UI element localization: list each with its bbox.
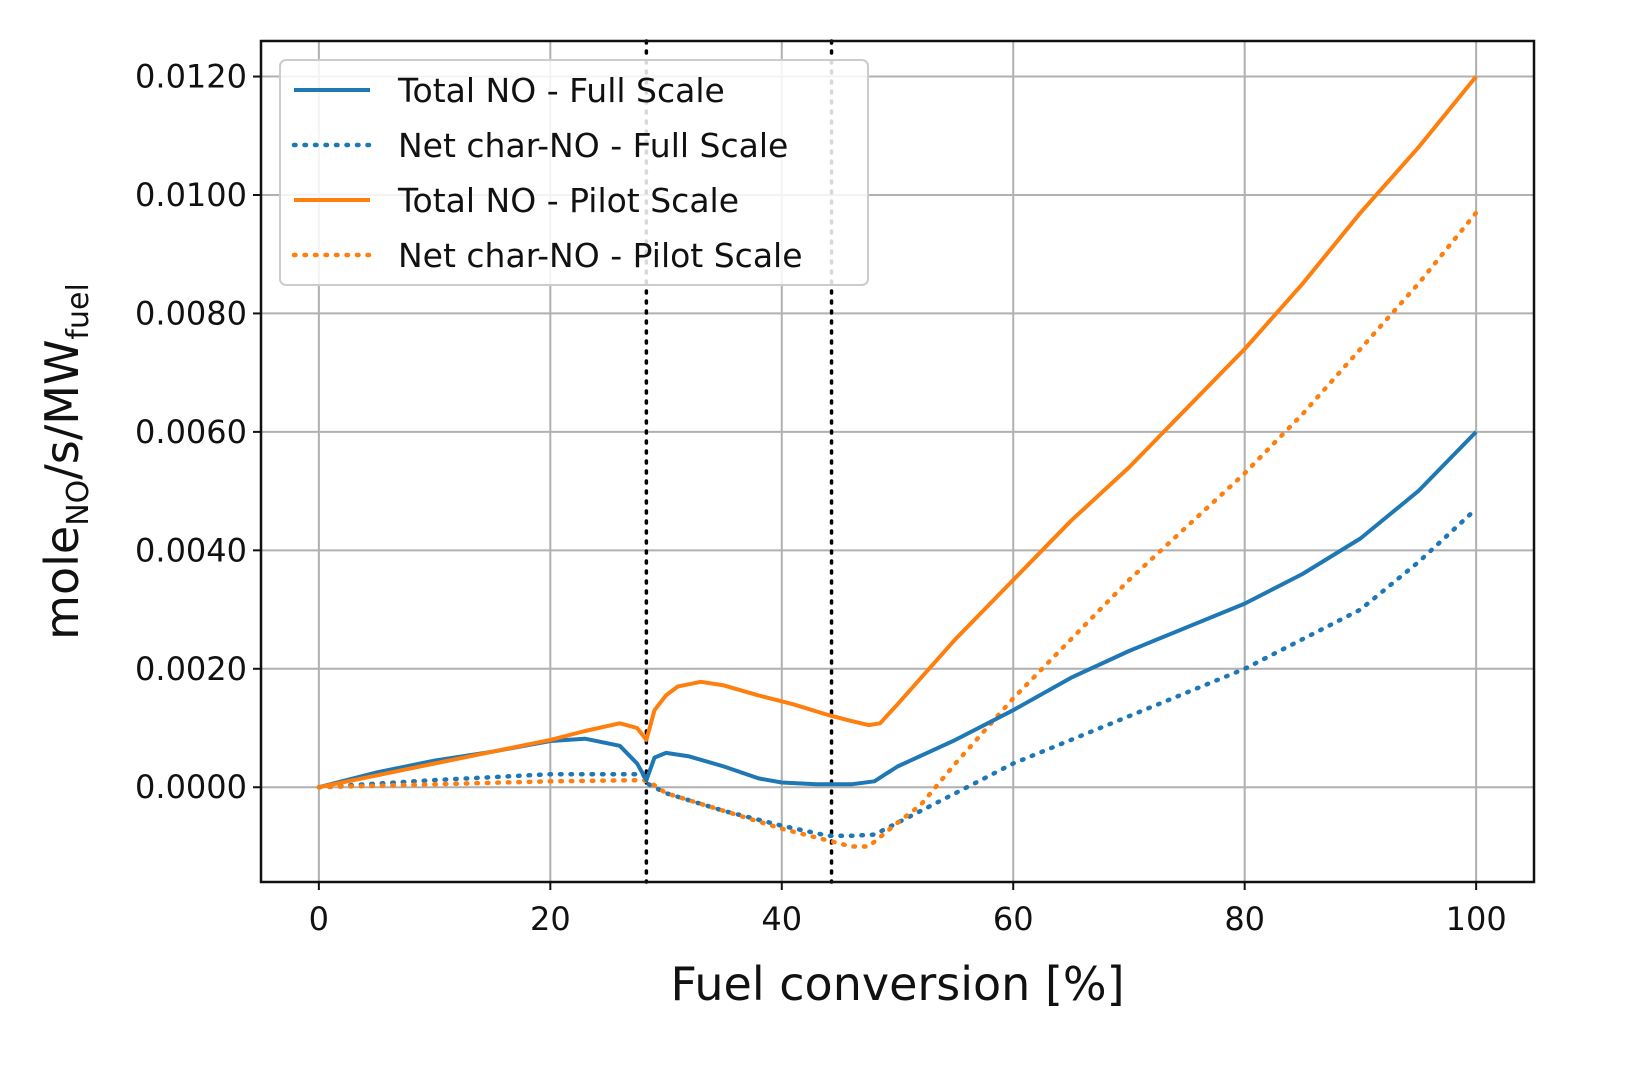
y-axis-ticks: 0.0000 0.0020 0.0040 0.0060 0.0080 0.0100 0.01… [135, 58, 261, 806]
y-tick-label: 0.0120 [135, 58, 247, 96]
x-tick-label: 100 [1446, 900, 1507, 938]
y-axis-title-base: mole [35, 526, 89, 640]
x-tick-label: 60 [993, 900, 1034, 938]
y-axis-title-sub-no: NO [61, 480, 96, 526]
x-tick-label: 20 [530, 900, 571, 938]
x-axis-ticks: 0 20 40 60 80 100 [309, 882, 1507, 938]
y-tick-label: 0.0100 [135, 176, 247, 214]
legend-label: Net char-NO - Pilot Scale [398, 236, 803, 275]
y-tick-label: 0.0060 [135, 413, 247, 451]
y-tick-label: 0.0040 [135, 531, 247, 569]
legend: Total NO - Full Scale Net char-NO - Full … [279, 59, 869, 286]
x-tick-label: 80 [1224, 900, 1265, 938]
y-axis-title-sub-fuel: fuel [61, 283, 96, 339]
y-tick-label: 0.0080 [135, 294, 247, 332]
legend-label: Total NO - Full Scale [397, 71, 725, 110]
legend-label: Net char-NO - Full Scale [398, 126, 788, 165]
x-axis-title: Fuel conversion [%] [670, 957, 1124, 1011]
series-line-total-no-full-scale [318, 430, 1478, 790]
legend-label: Total NO - Pilot Scale [397, 181, 739, 220]
plot-frame [259, 39, 1536, 884]
series-lines [316, 75, 1479, 849]
y-axis-title: moleNO/s/MWfuel [35, 283, 96, 640]
y-axis-title-mid: /s/MW [35, 340, 89, 480]
series-line-total-no-pilot-scale [318, 75, 1478, 790]
x-tick-label: 40 [761, 900, 802, 938]
legend-box [279, 59, 869, 286]
y-tick-label: 0.0000 [135, 768, 247, 806]
x-tick-label: 0 [309, 900, 329, 938]
y-tick-label: 0.0020 [135, 650, 247, 688]
